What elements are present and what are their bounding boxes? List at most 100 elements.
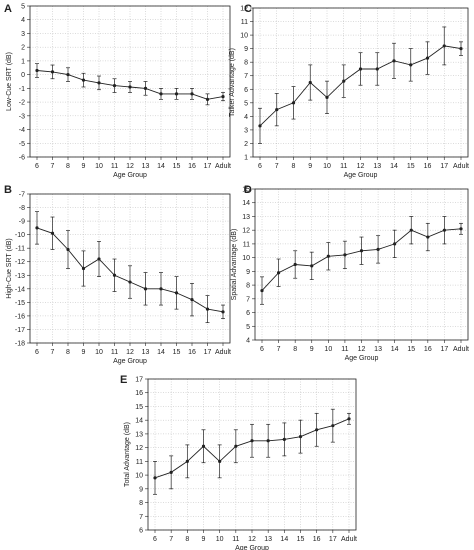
panel-letter: A <box>4 3 12 15</box>
y-tick-label: 9 <box>244 46 248 53</box>
x-tick-label: 8 <box>292 163 296 170</box>
y-tick-label: 4 <box>246 338 250 345</box>
panel-letter: C <box>244 3 252 15</box>
y-tick-label: -17 <box>15 327 25 334</box>
y-tick-label: -15 <box>15 300 25 307</box>
data-point <box>159 92 163 96</box>
x-tick-label: 12 <box>358 346 366 353</box>
x-tick-label: Adult <box>215 163 231 170</box>
y-tick-label: 4 <box>21 17 25 24</box>
x-tick-label: 10 <box>216 536 224 543</box>
y-axis-label: Total Advantage (dB) <box>124 422 131 487</box>
data-point <box>359 249 364 253</box>
data-point <box>343 253 347 257</box>
chart-panel-d: 4 5 6 7 8 9 10 11 12 13 14 15 6 7 8 9 10 11 12 13 14 15 16 17 Ad… <box>231 184 469 362</box>
data-point <box>112 273 117 277</box>
data-point <box>260 288 264 293</box>
data-point <box>308 80 312 85</box>
x-tick-label: 11 <box>341 346 348 353</box>
y-tick-label: 7 <box>246 296 250 303</box>
y-tick-label: 15 <box>135 404 143 411</box>
data-point <box>221 310 225 314</box>
data-point <box>442 44 446 48</box>
y-tick-label: 12 <box>135 445 143 452</box>
x-tick-label: 17 <box>441 346 449 353</box>
y-tick-label: 14 <box>242 200 250 207</box>
x-tick-label: 12 <box>357 163 365 170</box>
x-tick-label: 17 <box>204 163 212 170</box>
y-axis-label: Low-Cue SRT (dB) <box>6 52 13 111</box>
data-point <box>128 280 132 284</box>
x-tick-label: 17 <box>204 349 212 356</box>
y-tick-label: 9 <box>139 486 143 493</box>
data-point <box>81 78 86 82</box>
data-point <box>392 59 396 63</box>
data-point <box>185 459 189 463</box>
data-point <box>221 95 225 99</box>
panel-letter: E <box>120 374 127 386</box>
panel-letter: D <box>244 184 252 196</box>
chart-panel-e: 6 7 8 9 10 11 12 13 14 15 16 17 6 7 8 9 10 11 12 13 14 15 16 17… <box>120 374 357 550</box>
y-tick-label: 3 <box>244 127 248 134</box>
data-point <box>97 257 101 261</box>
y-tick-label: 11 <box>243 241 250 248</box>
y-tick-label: 17 <box>135 377 143 384</box>
x-tick-label: 14 <box>157 163 165 170</box>
x-axis-label: Age Group <box>235 545 269 550</box>
y-tick-label: 5 <box>21 4 25 11</box>
x-tick-label: 11 <box>340 163 347 170</box>
x-tick-label: 8 <box>293 346 297 353</box>
y-tick-label: 12 <box>240 6 248 13</box>
y-tick-label: 6 <box>139 528 143 535</box>
y-tick-label: -3 <box>19 113 25 120</box>
x-tick-label: 8 <box>185 536 189 543</box>
x-tick-label: Adult <box>453 163 469 170</box>
data-point <box>205 97 210 101</box>
x-axis-label: Age Group <box>113 358 147 365</box>
data-point <box>376 247 380 251</box>
x-tick-label: 12 <box>126 349 134 356</box>
panel-letter: B <box>4 184 12 196</box>
x-tick-label: 16 <box>188 349 196 356</box>
y-tick-label: 10 <box>242 255 250 262</box>
x-tick-label: 10 <box>95 349 103 356</box>
data-point <box>409 228 413 232</box>
y-tick-label: 11 <box>241 19 248 26</box>
x-tick-label: 9 <box>308 163 312 170</box>
x-tick-label: 11 <box>111 163 118 170</box>
x-tick-label: 14 <box>280 536 288 543</box>
y-tick-label: 5 <box>244 100 248 107</box>
data-point <box>425 56 430 60</box>
x-tick-label: 10 <box>323 163 331 170</box>
data-point <box>234 444 238 448</box>
data-point <box>326 254 330 258</box>
x-tick-label: 6 <box>258 163 262 170</box>
data-point <box>174 92 179 96</box>
x-tick-label: 9 <box>310 346 314 353</box>
y-tick-label: 10 <box>240 33 248 40</box>
data-point <box>298 435 303 439</box>
data-point <box>275 107 279 112</box>
y-tick-label: -1 <box>19 86 25 93</box>
x-tick-label: 15 <box>407 163 415 170</box>
x-tick-label: 7 <box>51 163 55 170</box>
data-point <box>50 70 55 74</box>
y-tick-label: -18 <box>15 341 25 348</box>
y-tick-label: 11 <box>136 459 143 466</box>
y-tick-label: 1 <box>244 155 248 162</box>
x-tick-label: 16 <box>188 163 196 170</box>
y-tick-label: -16 <box>15 313 25 320</box>
y-tick-label: 0 <box>21 72 25 79</box>
y-tick-label: 7 <box>244 73 248 80</box>
data-point <box>50 231 55 235</box>
data-point <box>190 92 194 96</box>
data-point <box>459 227 463 231</box>
x-tick-label: 13 <box>142 163 150 170</box>
y-tick-label: 8 <box>244 60 248 67</box>
x-axis-label: Age Group <box>344 172 378 179</box>
x-tick-label: 17 <box>329 536 337 543</box>
data-point <box>459 47 463 51</box>
x-tick-label: 13 <box>264 536 272 543</box>
